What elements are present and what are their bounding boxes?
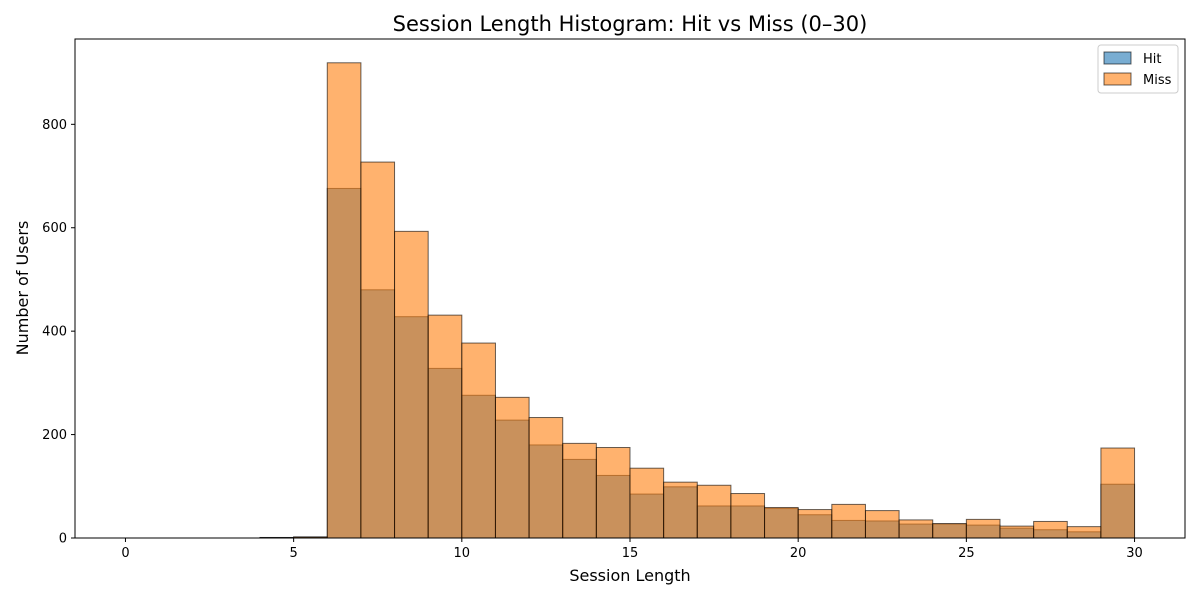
x-tick-label: 10 <box>454 546 471 561</box>
bar-miss-10 <box>461 342 496 539</box>
x-tick-label: 25 <box>958 546 975 561</box>
x-tick-label: 30 <box>1126 546 1143 561</box>
y-axis-ticks: 0 200 400 600 800 <box>42 118 75 547</box>
bar-miss-17 <box>696 484 732 539</box>
bars-layer <box>259 62 1136 539</box>
legend-swatch-miss <box>1103 72 1132 86</box>
bar-miss-27 <box>1033 520 1068 539</box>
bar-miss-15 <box>629 467 665 539</box>
bar-miss-28 <box>1066 526 1102 539</box>
y-tick-label: 600 <box>42 221 67 236</box>
bar-miss-12 <box>528 417 564 539</box>
x-tick-label: 0 <box>121 546 129 561</box>
bar-miss-22 <box>864 510 900 539</box>
x-axis-title: Session Length <box>569 566 690 585</box>
bar-miss-11 <box>494 396 530 539</box>
bar-miss-26 <box>999 525 1035 539</box>
x-tick-label: 15 <box>622 546 639 561</box>
y-tick-label: 0 <box>59 532 67 547</box>
chart-title: Session Length Histogram: Hit vs Miss (0… <box>393 12 868 36</box>
legend: Hit Miss <box>1097 44 1179 94</box>
bar-miss-21 <box>831 503 866 539</box>
bar-miss-6 <box>326 62 362 539</box>
bar-miss-25 <box>965 518 1001 539</box>
bar-miss-13 <box>562 442 597 539</box>
legend-swatch-hit <box>1103 51 1132 65</box>
y-axis-title: Number of Users <box>13 221 32 356</box>
bar-miss-9 <box>427 314 463 539</box>
x-axis-ticks: 0 5 10 15 20 25 30 <box>121 538 1143 561</box>
bar-miss-20 <box>797 509 833 539</box>
legend-label-miss: Miss <box>1143 73 1172 88</box>
bar-miss-7 <box>360 161 396 539</box>
bar-miss-29 <box>1100 447 1136 539</box>
bar-miss-24 <box>932 523 967 539</box>
legend-label-hit: Hit <box>1143 52 1161 67</box>
y-tick-label: 200 <box>42 428 67 443</box>
bar-miss-14 <box>595 447 631 539</box>
x-tick-label: 20 <box>790 546 807 561</box>
bar-miss-19 <box>764 506 799 539</box>
x-tick-label: 5 <box>289 546 297 561</box>
bar-miss-18 <box>730 493 766 539</box>
bar-miss-16 <box>663 481 698 539</box>
y-tick-label: 800 <box>42 118 67 133</box>
bar-miss-8 <box>394 230 429 539</box>
bar-miss-23 <box>898 519 934 539</box>
y-tick-label: 400 <box>42 325 67 340</box>
